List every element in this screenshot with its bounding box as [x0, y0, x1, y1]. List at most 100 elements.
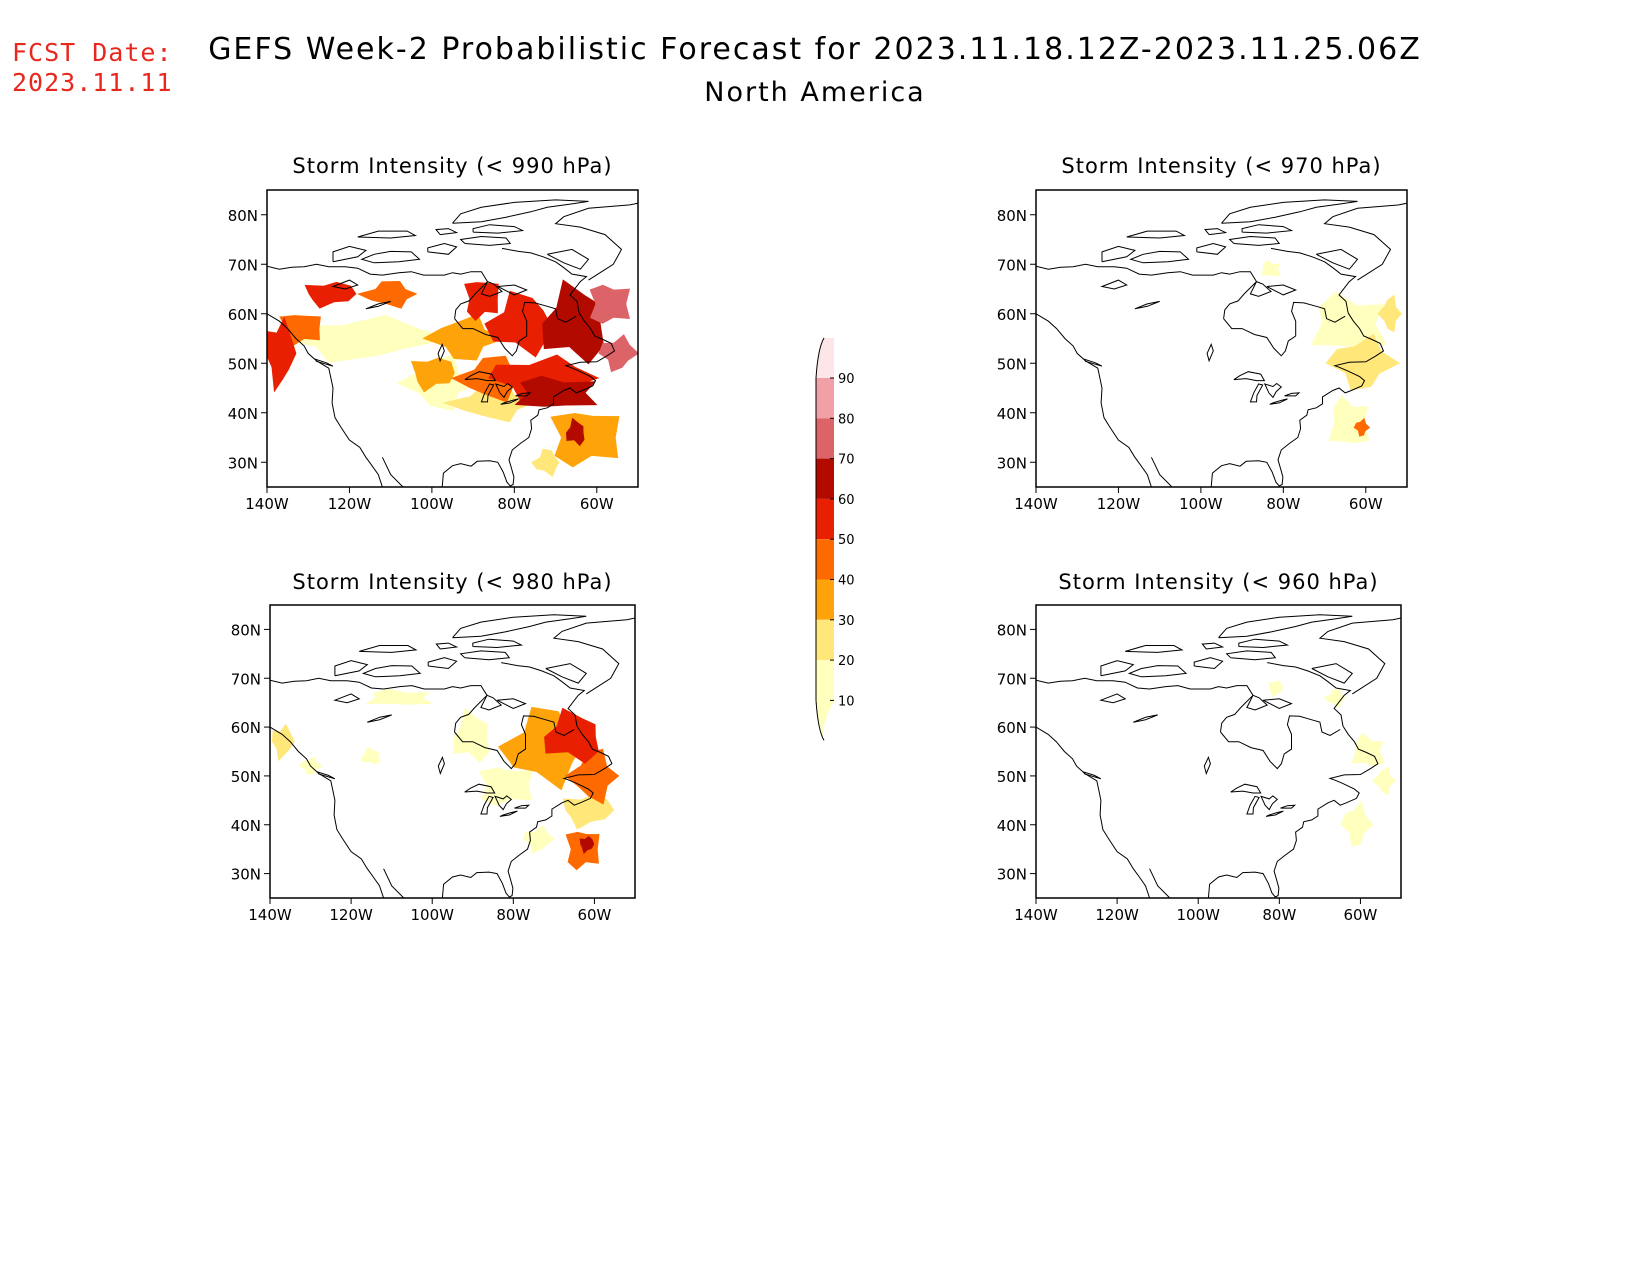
colorbar-cap-top — [816, 338, 834, 378]
lake-outline — [1099, 693, 1127, 704]
lat-tick-label: 40N — [228, 405, 258, 423]
lat-tick-label: 40N — [997, 817, 1027, 835]
lat-tick-label: 70N — [231, 670, 261, 688]
forecast-date-label: FCST Date: — [12, 38, 173, 67]
lake-outline — [480, 795, 494, 815]
map-area — [270, 614, 635, 898]
probability-region — [514, 375, 598, 407]
coastline-baffin — [1270, 247, 1357, 313]
coastline-island — [554, 202, 638, 281]
coastline-island — [1311, 663, 1354, 684]
lake-outline — [464, 783, 496, 794]
lake-outline — [333, 693, 361, 704]
colorbar-tick-label: 60 — [838, 493, 855, 508]
probability-region — [1351, 732, 1385, 767]
probability-region — [598, 334, 638, 373]
probability-region — [1268, 680, 1283, 698]
coastline-island — [1221, 199, 1358, 224]
coastline-island — [1193, 657, 1224, 670]
coastline-island — [1218, 614, 1353, 639]
coastline-island — [1083, 771, 1102, 780]
map-frame — [1035, 189, 1408, 488]
lon-tick-label: 80W — [1266, 495, 1300, 513]
coastline-island — [1125, 645, 1184, 653]
lake-outline — [499, 810, 518, 817]
colorbar-cap-top-edge — [815, 337, 825, 379]
probability-region — [589, 284, 631, 324]
lat-tick-label: 30N — [231, 866, 261, 884]
coastline-island — [497, 284, 529, 296]
probability-region — [464, 282, 499, 321]
lon-tick-label: 140W — [248, 906, 292, 924]
coastline-island — [472, 224, 525, 234]
lat-tick-label: 80N — [231, 621, 261, 639]
coastline-west — [267, 313, 383, 487]
coastline-island — [1228, 235, 1281, 246]
coastline-island — [1323, 202, 1407, 281]
lake-outline — [1203, 756, 1211, 776]
probability-region — [531, 448, 560, 477]
lake-outline — [1249, 383, 1264, 403]
forecast-date-value: 2023.11.11 — [12, 68, 173, 97]
probability-region — [565, 831, 600, 871]
coastline-island — [1201, 642, 1225, 650]
probability-region — [1310, 291, 1387, 348]
coastline-west — [270, 726, 385, 898]
coastline-hudson-bay — [454, 301, 577, 357]
lat-tick-label: 60N — [997, 719, 1027, 737]
lon-tick-label: 100W — [410, 495, 454, 513]
coastline-island — [1262, 698, 1293, 710]
coastline-island — [1101, 245, 1137, 263]
probability-region — [304, 281, 357, 309]
lake-outline — [1133, 714, 1158, 723]
coastline-island — [317, 771, 336, 780]
probability-region — [550, 413, 620, 468]
coastline-island — [1318, 617, 1401, 695]
probability-region — [267, 316, 297, 393]
lat-tick-label: 50N — [231, 768, 261, 786]
lon-tick-label: 140W — [245, 495, 289, 513]
lon-tick-label: 60W — [1343, 906, 1377, 924]
lake-outline — [1100, 279, 1128, 290]
map-panel-p990: 80N 70N 60N 50N 40N 30N 140W 120W 100W 80W 60W Stor… — [228, 154, 639, 513]
probability-region — [361, 746, 381, 765]
coastline-island — [314, 358, 334, 367]
lat-tick-label: 70N — [997, 670, 1027, 688]
probability-region — [579, 836, 595, 854]
coastline-island — [1316, 248, 1359, 270]
lat-tick-label: 70N — [997, 256, 1027, 274]
lake-outline — [1263, 382, 1283, 399]
coastline-island — [359, 645, 418, 653]
probability-region — [1323, 689, 1346, 708]
lake-outline — [515, 392, 532, 397]
lake-outline — [1284, 392, 1301, 397]
lake-outline — [331, 279, 359, 290]
map-frame — [269, 604, 636, 899]
lon-tick-label: 140W — [1014, 495, 1058, 513]
coastline-island — [452, 614, 587, 639]
lake-outline — [1265, 810, 1284, 817]
lat-tick-label: 40N — [231, 817, 261, 835]
lake-outline — [1246, 795, 1260, 815]
lon-tick-label: 80W — [497, 495, 531, 513]
lake-outline — [437, 343, 445, 363]
lake-outline — [1134, 300, 1160, 310]
coastline-island — [361, 665, 422, 678]
map-frame — [266, 189, 639, 488]
probability-region — [422, 313, 506, 361]
coastline-island — [459, 650, 511, 661]
probability-region — [356, 281, 418, 309]
lon-tick-label: 100W — [410, 906, 454, 924]
coastline-island — [547, 248, 590, 270]
probability-region — [442, 385, 536, 423]
map-frame — [1035, 604, 1402, 899]
coastline-island — [427, 242, 458, 255]
coastline-island — [1266, 284, 1298, 296]
lake-outline — [1233, 371, 1266, 382]
coastline-island — [452, 199, 589, 224]
colorbar-band — [816, 378, 834, 419]
probability-region — [544, 707, 599, 764]
probability-region — [542, 279, 604, 365]
